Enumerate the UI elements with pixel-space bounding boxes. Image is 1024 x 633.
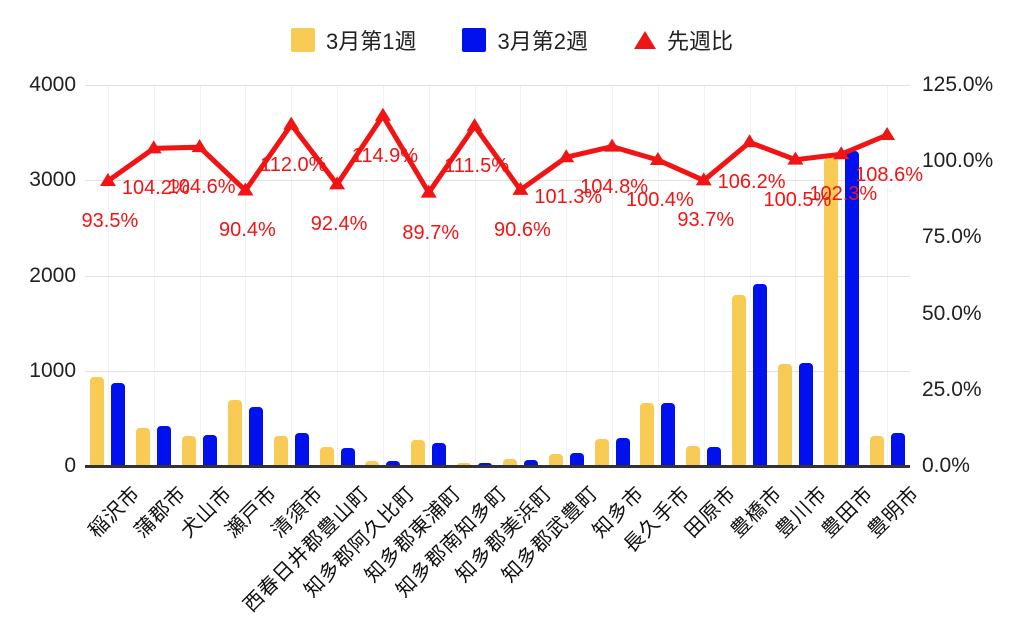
left-axis-tick-label: 0 [64,454,76,477]
bar-week2 [615,438,630,466]
horizontal-gridline [85,85,910,86]
ratio-data-label: 111.5% [444,155,510,178]
bar-week1 [548,453,563,466]
bar-week2 [478,462,493,466]
bar-week1 [869,435,884,466]
x-axis-category-label: 蒲郡市 [130,482,191,543]
legend-swatch-icon [462,28,487,52]
ratio-data-label: 104.6% [167,176,236,199]
bar-week1 [640,403,655,466]
bar-week2 [111,383,126,466]
bar-week2 [798,363,813,466]
chart-legend: 3月第1週 3月第2週 先週比 [0,24,1024,56]
bar-week1 [136,427,151,466]
horizontal-gridline [85,370,910,372]
bar-week2 [844,151,859,466]
legend-label: 3月第1週 [326,29,417,54]
right-axis-tick-label: 50.0% [922,301,982,325]
right-axis-tick-label: 125.0% [922,73,994,96]
left-axis-tick-label: 1000 [29,358,76,382]
ratio-data-label: 108.6% [855,163,923,186]
bar-week2 [707,446,722,466]
bar-week1 [777,363,792,466]
bar-week1 [502,459,517,466]
bar-week1 [182,436,197,466]
bar-week1 [686,445,701,466]
ratio-data-label: 90.6% [494,218,551,241]
bar-week1 [457,463,472,466]
ratio-data-label: 112.0% [260,153,327,176]
x-axis-category-label: 豊明市 [863,482,924,543]
horizontal-gridline [85,275,910,277]
legend-item-3: 先週比 [633,24,733,56]
ratio-data-label: 89.7% [402,221,460,244]
legend-item-1: 3月第1週 [291,24,416,56]
x-axis-category-label: 稲沢市 [84,482,145,543]
bar-week2 [890,432,905,466]
bar-week2 [386,460,401,466]
bar-week2 [569,453,584,466]
legend-label: 先週比 [666,29,733,54]
right-axis-tick-label: 0.0% [922,454,970,477]
bar-week2 [248,406,263,466]
ratio-data-label: 114.9% [351,144,419,167]
ratio-data-label: 100.4% [625,188,694,211]
bar-week2 [294,432,309,466]
bar-week1 [227,400,242,466]
legend-label: 3月第2週 [497,29,588,54]
right-axis-tick-label: 25.0% [922,377,982,401]
legend-swatch-icon [291,28,315,52]
right-axis-tick-label: 100.0% [922,149,994,173]
bar-week2 [661,402,676,466]
ratio-data-label: 102.3% [809,183,878,206]
x-axis-category-label: 田原市 [680,482,741,543]
bar-week2 [340,448,355,466]
left-axis-tick-label: 4000 [29,73,76,96]
bar-week2 [753,283,768,466]
legend-triangle-icon [633,31,656,49]
right-axis-tick-label: 75.0% [922,225,982,249]
ratio-data-label: 90.4% [219,219,276,242]
bar-week1 [319,446,334,466]
bar-week2 [523,459,538,466]
left-axis-tick-label: 2000 [29,263,76,287]
bar-week2 [203,435,218,466]
x-axis-category-label: 豊田市 [817,482,879,543]
bar-week2 [157,426,172,466]
x-axis-line [85,465,910,468]
bar-week1 [90,377,105,466]
left-axis-tick-label: 3000 [29,168,76,192]
bar-week1 [594,439,609,466]
ratio-data-label: 92.4% [310,213,368,236]
legend-item-2: 3月第2週 [462,24,588,56]
bar-week2 [432,442,447,466]
bar-week1 [823,158,838,466]
ratio-data-label: 93.7% [677,209,735,232]
bar-week1 [732,294,747,466]
bar-week1 [273,436,288,466]
ratio-data-label: 93.5% [81,210,139,232]
bar-week1 [411,440,426,466]
bar-week1 [365,461,380,466]
